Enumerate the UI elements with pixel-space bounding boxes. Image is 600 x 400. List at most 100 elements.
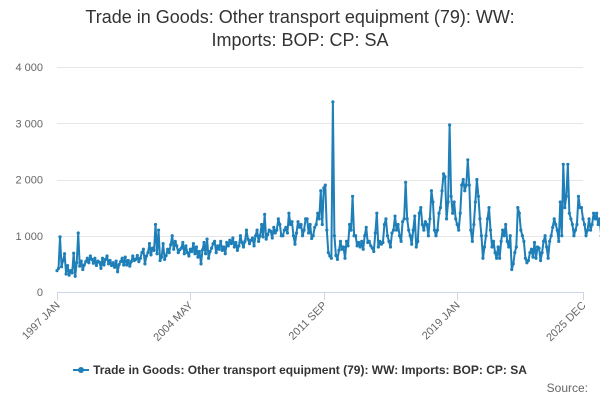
- data-point[interactable]: [481, 256, 485, 260]
- data-point[interactable]: [105, 254, 109, 258]
- data-point[interactable]: [255, 228, 259, 232]
- data-point[interactable]: [331, 100, 335, 104]
- data-point[interactable]: [252, 244, 256, 248]
- data-point[interactable]: [247, 242, 252, 246]
- data-point[interactable]: [387, 239, 391, 243]
- data-point[interactable]: [473, 200, 477, 204]
- data-point[interactable]: [338, 239, 343, 243]
- data-point[interactable]: [308, 222, 312, 227]
- data-point[interactable]: [213, 239, 217, 243]
- data-point[interactable]: [487, 206, 491, 210]
- data-point[interactable]: [488, 228, 493, 232]
- data-point[interactable]: [229, 242, 233, 246]
- data-point[interactable]: [434, 234, 438, 238]
- data-point[interactable]: [237, 244, 241, 248]
- data-point[interactable]: [414, 245, 418, 249]
- data-point[interactable]: [592, 211, 596, 215]
- data-point[interactable]: [310, 236, 314, 241]
- data-point[interactable]: [555, 228, 559, 232]
- data-point[interactable]: [479, 234, 484, 238]
- data-point[interactable]: [505, 239, 509, 243]
- data-point[interactable]: [567, 211, 571, 215]
- data-point[interactable]: [241, 245, 246, 249]
- data-point[interactable]: [438, 206, 443, 210]
- data-point[interactable]: [217, 247, 221, 251]
- data-point[interactable]: [548, 239, 552, 243]
- data-point[interactable]: [329, 256, 333, 260]
- data-point[interactable]: [219, 239, 223, 243]
- data-point[interactable]: [297, 225, 302, 229]
- data-point[interactable]: [172, 247, 176, 251]
- data-point[interactable]: [269, 229, 273, 233]
- data-point[interactable]: [210, 246, 214, 250]
- data-point[interactable]: [463, 189, 467, 193]
- data-point[interactable]: [129, 260, 133, 264]
- data-point[interactable]: [138, 256, 142, 260]
- data-point[interactable]: [472, 222, 476, 227]
- data-point[interactable]: [388, 245, 393, 249]
- data-point[interactable]: [206, 256, 211, 260]
- data-point[interactable]: [260, 222, 264, 227]
- data-point[interactable]: [582, 222, 587, 227]
- data-point[interactable]: [56, 266, 61, 270]
- data-point[interactable]: [235, 248, 239, 252]
- data-point[interactable]: [205, 237, 209, 241]
- data-point[interactable]: [558, 200, 562, 204]
- data-point[interactable]: [79, 259, 83, 263]
- data-point[interactable]: [525, 261, 529, 265]
- data-point[interactable]: [103, 257, 108, 261]
- data-point[interactable]: [294, 231, 299, 235]
- data-point[interactable]: [220, 248, 224, 252]
- data-point[interactable]: [190, 249, 194, 254]
- data-point[interactable]: [404, 180, 408, 184]
- data-point[interactable]: [495, 256, 499, 260]
- data-point[interactable]: [401, 220, 405, 224]
- data-point[interactable]: [596, 222, 600, 227]
- data-point[interactable]: [341, 245, 346, 249]
- data-point[interactable]: [284, 225, 288, 229]
- data-point[interactable]: [131, 254, 135, 258]
- data-point[interactable]: [526, 258, 531, 263]
- data-point[interactable]: [261, 235, 265, 239]
- data-point[interactable]: [394, 228, 399, 232]
- data-point[interactable]: [197, 249, 202, 254]
- data-point[interactable]: [470, 239, 474, 243]
- data-point[interactable]: [411, 228, 415, 232]
- data-point[interactable]: [357, 240, 361, 245]
- data-point[interactable]: [576, 194, 581, 198]
- data-point[interactable]: [337, 248, 341, 252]
- data-point[interactable]: [457, 228, 461, 232]
- data-point[interactable]: [119, 260, 123, 264]
- data-point[interactable]: [161, 242, 165, 246]
- data-point[interactable]: [467, 183, 471, 187]
- data-point[interactable]: [573, 228, 578, 232]
- data-point[interactable]: [278, 222, 282, 227]
- data-point[interactable]: [314, 222, 318, 227]
- data-point[interactable]: [522, 239, 526, 243]
- data-point[interactable]: [87, 261, 91, 265]
- data-point[interactable]: [402, 217, 406, 221]
- data-point[interactable]: [549, 234, 553, 238]
- data-point[interactable]: [546, 256, 550, 260]
- data-point[interactable]: [285, 231, 290, 235]
- data-point[interactable]: [296, 220, 300, 224]
- data-point[interactable]: [369, 244, 373, 248]
- data-point[interactable]: [113, 265, 117, 269]
- data-point[interactable]: [85, 256, 89, 260]
- data-point[interactable]: [566, 162, 570, 166]
- series[interactable]: [55, 100, 600, 278]
- data-point[interactable]: [440, 189, 444, 193]
- data-point[interactable]: [552, 217, 556, 221]
- data-point[interactable]: [232, 245, 236, 249]
- source-label[interactable]: Source:: [546, 381, 588, 395]
- data-point[interactable]: [426, 234, 430, 238]
- data-point[interactable]: [59, 265, 64, 269]
- data-point[interactable]: [422, 228, 426, 232]
- data-point[interactable]: [390, 231, 394, 235]
- data-point[interactable]: [159, 255, 164, 259]
- data-point[interactable]: [222, 245, 226, 249]
- data-point[interactable]: [200, 248, 205, 252]
- data-point[interactable]: [590, 222, 594, 227]
- data-point[interactable]: [478, 217, 482, 221]
- data-point[interactable]: [153, 222, 158, 227]
